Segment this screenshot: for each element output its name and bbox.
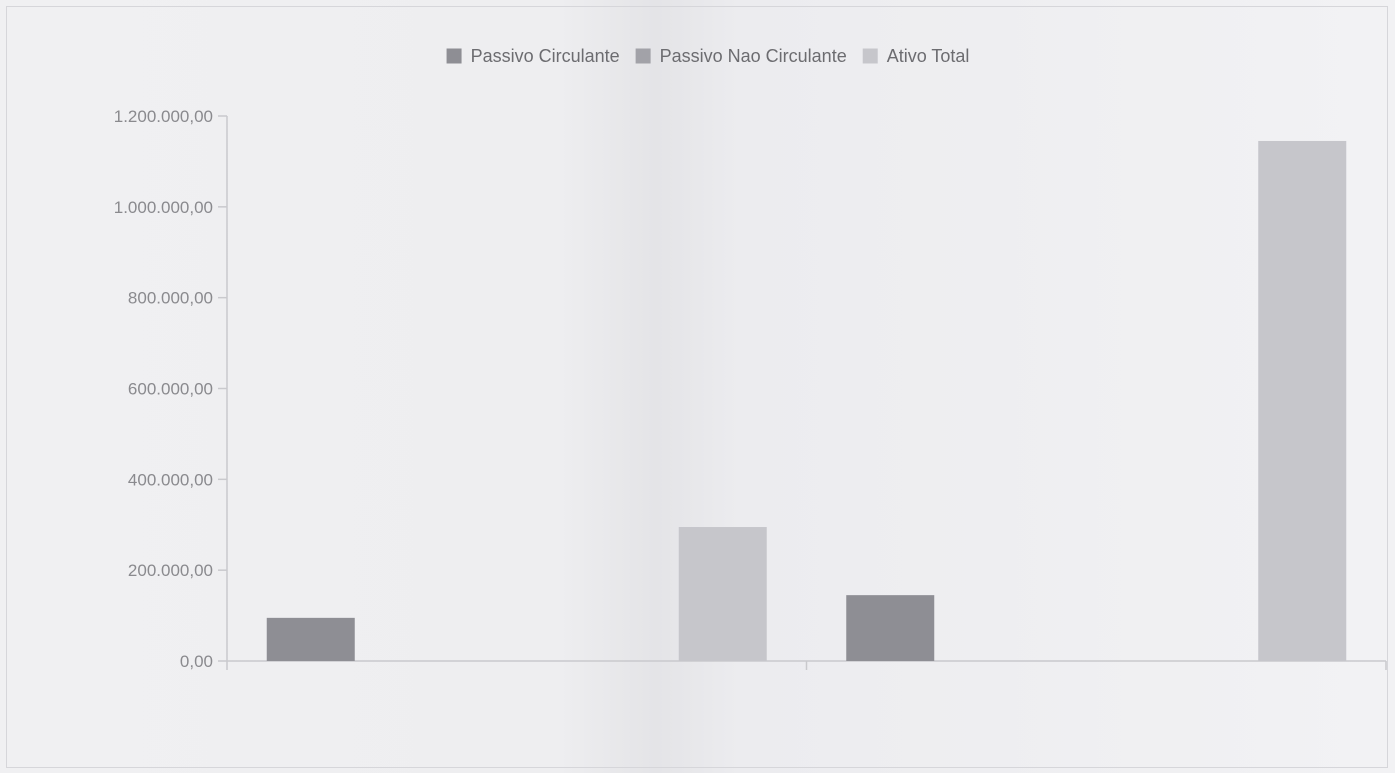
y-tick-label: 400.000,00 [128,470,213,489]
y-tick-label: 1.200.000,00 [114,107,213,126]
y-axis: 0,00 200.000,00 400.000,00 600.000,00 800.00… [114,107,228,671]
x-axis [226,660,1387,670]
legend-label: Passivo Nao Circulante [660,46,847,66]
legend: Passivo Circulante Passivo Nao Circulante… [446,46,970,66]
legend-swatch [635,48,651,64]
bar-ativo-total [678,527,767,661]
y-tick-label: 200.000,00 [128,561,213,580]
y-tick-label: 800.000,00 [128,289,213,308]
legend-swatch [446,48,462,64]
bar-ativo-total [1258,140,1347,661]
bar-passivo-circulante [266,617,355,661]
bars [266,140,1347,661]
y-tick-label: 1.000.000,00 [114,198,213,217]
bar-passivo-circulante [846,595,935,661]
legend-label: Passivo Circulante [471,46,620,66]
legend-label: Ativo Total [887,46,970,66]
legend-swatch [862,48,878,64]
y-tick-label: 0,00 [180,652,213,671]
chart-frame [6,6,1388,768]
y-tick-label: 600.000,00 [128,380,213,399]
